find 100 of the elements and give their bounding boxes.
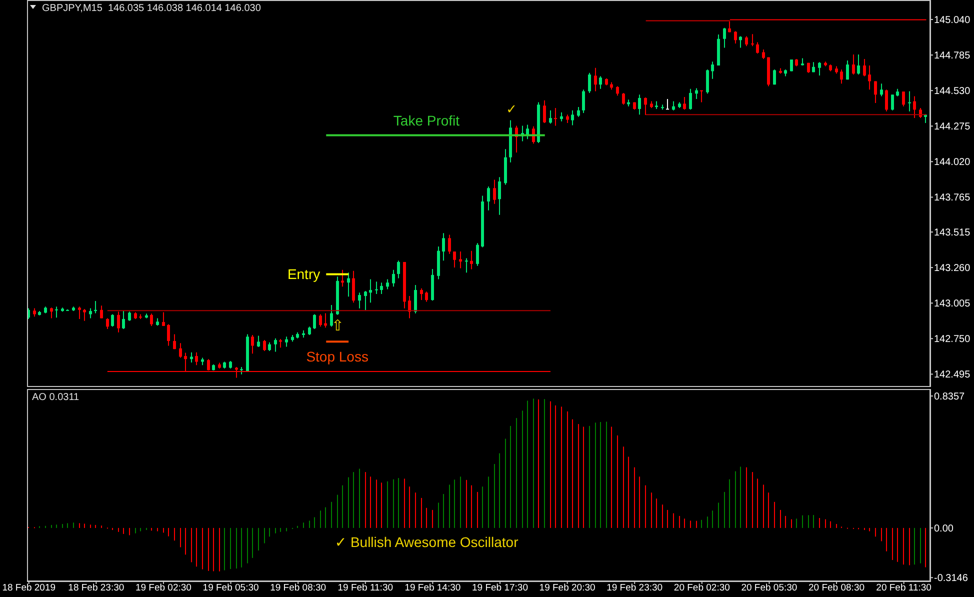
- candlestick: [852, 54, 855, 76]
- candlestick: [638, 94, 641, 116]
- candlestick: [117, 311, 120, 333]
- candlestick: [386, 278, 389, 290]
- y-tick-label: 0.8357: [934, 392, 966, 403]
- candlestick: [919, 107, 922, 119]
- series-label: Entry: [287, 266, 320, 282]
- candlestick: [689, 88, 692, 110]
- candlestick: [442, 232, 445, 262]
- y-tick-label: 144.785: [934, 50, 971, 62]
- candlestick: [459, 251, 462, 269]
- x-tick-label: 19 Feb 08:30: [270, 582, 326, 594]
- candlestick: [622, 92, 625, 106]
- candlestick: [94, 300, 97, 314]
- candlestick: [274, 338, 277, 352]
- candlestick: [885, 89, 888, 112]
- candlestick: [902, 91, 905, 107]
- candlestick: [493, 179, 496, 204]
- candlestick: [723, 27, 726, 48]
- chart-title: AO 0.0311: [32, 392, 80, 403]
- candlestick: [739, 36, 742, 48]
- candlestick: [375, 281, 378, 295]
- y-tick-label: 145.040: [934, 15, 971, 26]
- y-tick-label: 144.020: [934, 157, 971, 168]
- candlestick: [195, 352, 198, 366]
- candlestick: [666, 98, 669, 110]
- candlestick: [880, 83, 883, 97]
- candlestick: [341, 269, 344, 288]
- candlestick: [762, 48, 765, 60]
- candlestick: [257, 335, 260, 348]
- candlestick: [251, 334, 254, 354]
- candlestick: [352, 270, 355, 304]
- candlestick: [190, 352, 193, 363]
- candlestick: [549, 110, 552, 124]
- candlestick: [476, 242, 479, 266]
- candlestick: [582, 89, 585, 114]
- candlestick: [857, 54, 860, 76]
- candlestick: [616, 86, 619, 96]
- x-tick-label: 18 Feb 23:30: [68, 582, 124, 594]
- candlestick: [756, 42, 759, 54]
- candlestick: [868, 64, 871, 90]
- candlestick: [150, 313, 153, 326]
- candlestick: [420, 288, 423, 301]
- candlestick: [122, 310, 125, 330]
- y-tick-label: -0.3146: [934, 573, 968, 584]
- candlestick: [672, 100, 675, 111]
- candlestick: [364, 290, 367, 311]
- y-tick-label: 142.495: [934, 370, 971, 381]
- candlestick: [863, 58, 866, 77]
- candlestick: [470, 250, 473, 270]
- candlestick: [448, 234, 451, 254]
- y-tick-label: 143.260: [934, 263, 971, 274]
- candlestick: [644, 97, 647, 116]
- candlestick: [167, 324, 170, 346]
- candlestick: [560, 112, 563, 122]
- candlestick: [751, 34, 754, 47]
- candlestick: [263, 340, 266, 352]
- candlestick: [408, 295, 411, 319]
- candlestick: [330, 304, 333, 328]
- candlestick: [706, 69, 709, 94]
- candlestick: [599, 76, 602, 90]
- candlestick: [106, 318, 109, 330]
- candlestick: [100, 305, 103, 319]
- x-tick-label: 18 Feb 2019: [2, 582, 56, 594]
- candlestick: [773, 69, 776, 86]
- series-label: Stop Loss: [306, 348, 368, 365]
- candlestick: [908, 90, 911, 112]
- candlestick: [818, 62, 821, 76]
- candlestick: [543, 100, 546, 124]
- x-tick-label: 19 Feb 20:30: [539, 582, 596, 594]
- x-tick-label: 20 Feb 08:30: [808, 582, 865, 594]
- candlestick: [498, 176, 501, 216]
- candlestick: [414, 284, 417, 314]
- candlestick: [571, 110, 574, 126]
- x-tick-label: 20 Feb 05:30: [741, 582, 798, 594]
- candlestick: [55, 306, 58, 318]
- candlestick: [425, 291, 428, 302]
- candlestick: [554, 107, 557, 126]
- candlestick: [50, 307, 53, 319]
- candlestick: [347, 272, 350, 298]
- candlestick: [594, 67, 597, 92]
- candlestick: [392, 269, 395, 288]
- candlestick: [683, 96, 686, 110]
- chart-title: GBPJPY,M15 146.035 146.038 146.014 146.030: [42, 3, 262, 14]
- x-tick-label: 19 Feb 11:30: [338, 582, 394, 594]
- x-tick-label: 20 Feb 11:30: [876, 582, 932, 594]
- candlestick: [380, 282, 383, 295]
- annotation: ✓ Bullish Awesome Oscillator: [334, 534, 519, 550]
- candlestick: [285, 336, 288, 348]
- y-tick-label: 143.765: [934, 192, 971, 204]
- candlestick: [700, 90, 703, 103]
- series-label: Take Profit: [393, 112, 460, 128]
- candlestick: [588, 72, 591, 94]
- candlestick: [577, 106, 580, 118]
- y-tick-label: 0.00: [934, 523, 954, 534]
- candlestick: [78, 306, 81, 320]
- candlestick: [162, 312, 165, 326]
- candlestick: [173, 334, 176, 350]
- candlestick: [179, 342, 182, 358]
- y-tick-label: 144.275: [934, 122, 971, 133]
